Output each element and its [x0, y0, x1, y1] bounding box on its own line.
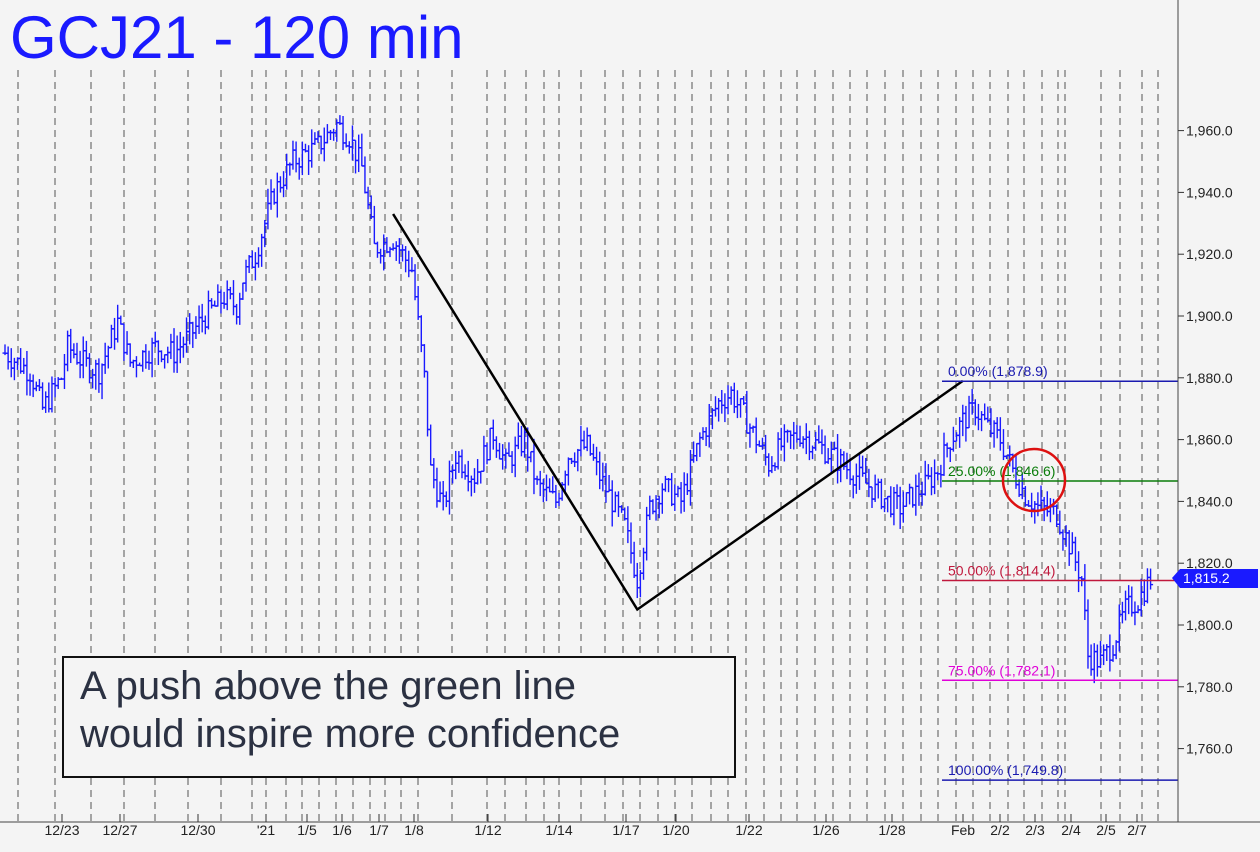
x-tick-label: 1/28: [878, 822, 905, 838]
y-tick-label: 1,940.0: [1186, 184, 1233, 200]
fib-label: 75.00% (1,782.1): [948, 662, 1055, 678]
highlight-circle: [1001, 447, 1067, 513]
last-price-badge: 1,815.2: [1172, 569, 1258, 588]
x-tick-label: 2/2: [990, 822, 1010, 838]
y-tick-label: 1,780.0: [1186, 679, 1233, 695]
price-bars: [2, 115, 1154, 684]
x-tick-label: 1/17: [612, 822, 639, 838]
y-tick-label: 1,860.0: [1186, 432, 1233, 448]
fib-label: 50.00% (1,814.4): [948, 563, 1055, 579]
x-axis-ticks: 12/23 12/27 12/30 '21 1/5 1/6 1/7 1/8 1/12 1/14 1/…: [44, 814, 1147, 838]
x-tick-label: 2/7: [1127, 822, 1147, 838]
x-tick-label: 12/30: [180, 822, 215, 838]
x-tick-label: 2/3: [1025, 822, 1045, 838]
pattern-line: [392, 213, 964, 612]
fibonacci-levels: 0.00% (1,878.9) 25.00% (1,846.6) 50.00% (1…: [942, 363, 1178, 781]
price-bar: [1148, 568, 1154, 590]
x-tick-label: 1/5: [297, 822, 317, 838]
y-tick-label: 1,920.0: [1186, 246, 1233, 262]
x-tick-label: 1/22: [735, 822, 762, 838]
annotation-box: A push above the green line would inspir…: [62, 656, 736, 778]
x-tick-label: 12/27: [102, 822, 137, 838]
chart-title: GCJ21 - 120 min: [10, 4, 464, 71]
annotation-line-1: A push above the green line: [80, 664, 576, 708]
fib-level: 75.00% (1,782.1): [942, 662, 1178, 682]
fib-label: 25.00% (1,846.6): [948, 463, 1055, 479]
y-tick-label: 1,880.0: [1186, 370, 1233, 386]
fib-level: 25.00% (1,846.6): [942, 463, 1178, 482]
y-tick-label: 1,900.0: [1186, 308, 1233, 324]
x-tick-label: Feb: [951, 822, 975, 838]
fib-label: 100.00% (1,749.8): [948, 762, 1063, 778]
y-tick-label: 1,840.0: [1186, 493, 1233, 509]
x-tick-label: 1/8: [404, 822, 424, 838]
x-tick-label: 1/12: [474, 822, 501, 838]
fib-level: 100.00% (1,749.8): [942, 762, 1178, 781]
y-axis-ticks: 1,760.0 1,780.0 1,800.0 1,820.0 1,840.0 1,860…: [1178, 123, 1233, 757]
y-tick-label: 1,760.0: [1186, 741, 1233, 757]
annotation-line-2: would inspire more confidence: [80, 712, 621, 756]
x-tick-label: 2/5: [1096, 822, 1116, 838]
y-tick-label: 1,960.0: [1186, 123, 1233, 139]
y-tick-label: 1,820.0: [1186, 555, 1233, 571]
x-tick-label: 1/14: [545, 822, 572, 838]
x-tick-label: 1/7: [369, 822, 389, 838]
last-price-label: 1,815.2: [1183, 570, 1230, 586]
x-tick-label: 1/26: [812, 822, 839, 838]
x-tick-label: 12/23: [44, 822, 79, 838]
y-tick-label: 1,800.0: [1186, 617, 1233, 633]
fib-level: 0.00% (1,878.9): [942, 363, 1178, 382]
x-tick-label: 1/20: [662, 822, 689, 838]
x-tick-label: 2/4: [1061, 822, 1081, 838]
fib-level: 50.00% (1,814.4): [942, 563, 1178, 582]
abc-pattern-lines: [392, 213, 964, 612]
x-tick-label: '21: [257, 822, 275, 838]
x-tick-label: 1/6: [332, 822, 352, 838]
fib-label: 0.00% (1,878.9): [948, 363, 1048, 379]
